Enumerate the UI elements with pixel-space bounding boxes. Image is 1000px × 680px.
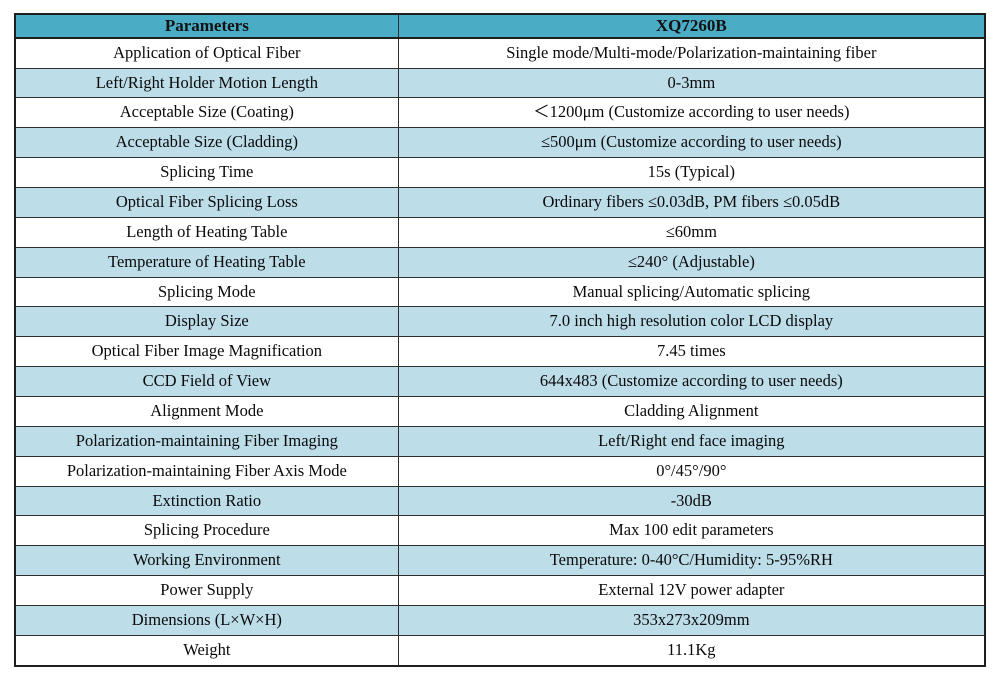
table-row: Working Environment Temperature: 0-40°C/H…: [14, 545, 986, 577]
value-cell: Cladding Alignment: [397, 396, 986, 427]
value-cell: Temperature: 0-40°C/Humidity: 5-95%RH: [397, 545, 986, 577]
param-cell: Weight: [14, 634, 399, 667]
table-row: Splicing Mode Manual splicing/Automatic s…: [14, 276, 986, 308]
value-cell: 7.0 inch high resolution color LCD displ…: [397, 306, 986, 338]
header-cell-model: XQ7260B: [397, 13, 986, 39]
header-cell-parameters: Parameters: [14, 13, 399, 39]
value-cell: 15s (Typical): [397, 157, 986, 189]
spec-table-header: Parameters XQ7260B: [14, 13, 986, 39]
value-cell: Ordinary fibers ≤0.03dB, PM fibers ≤0.05…: [397, 187, 986, 218]
spec-table-body: Application of Optical Fiber Single mode/…: [14, 37, 986, 667]
header-row: Parameters XQ7260B: [14, 13, 986, 39]
param-cell: Polarization-maintaining Fiber Axis Mode: [14, 455, 399, 487]
table-row: Polarization-maintaining Fiber Imaging Le…: [14, 425, 986, 457]
param-cell: Working Environment: [14, 545, 399, 577]
value-cell: Manual splicing/Automatic splicing: [397, 276, 986, 308]
param-cell: Extinction Ratio: [14, 485, 399, 517]
table-row: CCD Field of View 644x483 (Customize acco…: [14, 366, 986, 398]
param-cell: Length of Heating Table: [14, 216, 399, 248]
spec-table: Parameters XQ7260B Application of Optica…: [14, 13, 986, 667]
param-cell: Power Supply: [14, 575, 399, 607]
table-row: Splicing Time 15s (Typical): [14, 157, 986, 189]
table-row: Optical Fiber Splicing Loss Ordinary fibe…: [14, 187, 986, 218]
table-row: Splicing Procedure Max 100 edit parameter…: [14, 515, 986, 547]
param-cell: Display Size: [14, 306, 399, 338]
param-cell: Left/Right Holder Motion Length: [14, 67, 399, 99]
value-cell: 644x483 (Customize according to user nee…: [397, 366, 986, 398]
value-cell: 353x273x209mm: [397, 605, 986, 636]
table-row: Temperature of Heating Table ≤240° (Adjus…: [14, 246, 986, 278]
table-row: Optical Fiber Image Magnification 7.45 ti…: [14, 336, 986, 368]
value-cell: External 12V power adapter: [397, 575, 986, 607]
param-cell: Alignment Mode: [14, 396, 399, 427]
table-row: Left/Right Holder Motion Length 0-3mm: [14, 67, 986, 99]
value-cell: 0-3mm: [397, 67, 986, 99]
table-row: Power Supply External 12V power adapter: [14, 575, 986, 607]
table-row: Weight 11.1Kg: [14, 634, 986, 667]
table-row: Alignment Mode Cladding Alignment: [14, 396, 986, 427]
value-cell: ≤500μm (Customize according to user need…: [397, 127, 986, 159]
value-cell: Left/Right end face imaging: [397, 425, 986, 457]
value-cell: ≤60mm: [397, 216, 986, 248]
value-cell: ≤240° (Adjustable): [397, 246, 986, 278]
param-cell: Splicing Procedure: [14, 515, 399, 547]
value-cell: -30dB: [397, 485, 986, 517]
param-cell: Splicing Mode: [14, 276, 399, 308]
param-cell: Acceptable Size (Coating): [14, 97, 399, 129]
table-row: Dimensions (L×W×H) 353x273x209mm: [14, 605, 986, 636]
value-cell: Single mode/Multi-mode/Polarization-main…: [397, 37, 986, 69]
param-cell: Dimensions (L×W×H): [14, 605, 399, 636]
table-row: Polarization-maintaining Fiber Axis Mode…: [14, 455, 986, 487]
param-cell: CCD Field of View: [14, 366, 399, 398]
value-cell: Max 100 edit parameters: [397, 515, 986, 547]
param-cell: Optical Fiber Image Magnification: [14, 336, 399, 368]
table-row: Acceptable Size (Coating) ＜1200μm (Custom…: [14, 97, 986, 129]
param-cell: Acceptable Size (Cladding): [14, 127, 399, 159]
table-row: Acceptable Size (Cladding) ≤500μm (Custom…: [14, 127, 986, 159]
value-cell: ＜1200μm (Customize according to user nee…: [397, 97, 986, 129]
param-cell: Optical Fiber Splicing Loss: [14, 187, 399, 218]
table-row: Length of Heating Table ≤60mm: [14, 216, 986, 248]
param-cell: Splicing Time: [14, 157, 399, 189]
table-row: Display Size 7.0 inch high resolution col…: [14, 306, 986, 338]
value-cell: 11.1Kg: [397, 634, 986, 667]
value-cell: 0°/45°/90°: [397, 455, 986, 487]
value-cell: 7.45 times: [397, 336, 986, 368]
table-row: Extinction Ratio -30dB: [14, 485, 986, 517]
param-cell: Temperature of Heating Table: [14, 246, 399, 278]
param-cell: Polarization-maintaining Fiber Imaging: [14, 425, 399, 457]
param-cell: Application of Optical Fiber: [14, 37, 399, 69]
table-row: Application of Optical Fiber Single mode/…: [14, 37, 986, 69]
